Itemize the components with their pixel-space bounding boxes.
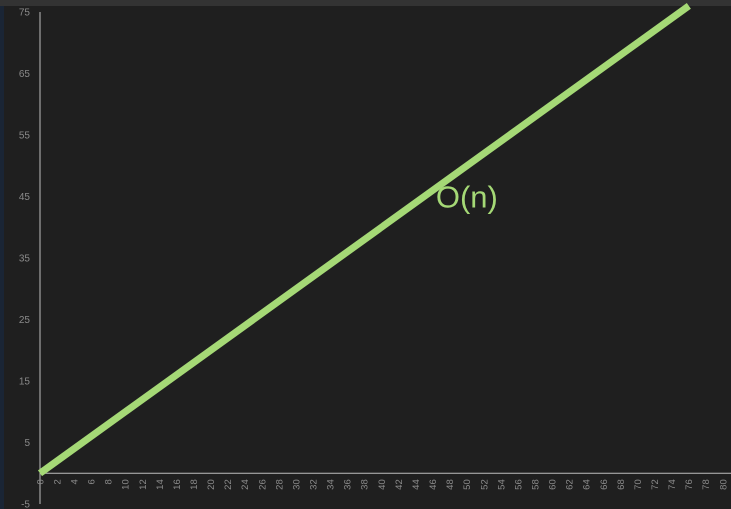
x-tick-label: 16	[172, 479, 183, 490]
x-tick-label: 20	[206, 479, 217, 490]
x-tick-label: 60	[548, 479, 559, 490]
x-tick-label: 4	[69, 479, 80, 484]
x-tick-label: 58	[531, 479, 542, 490]
x-tick-label: 62	[565, 479, 576, 490]
x-tick-label: 14	[155, 479, 166, 490]
y-axis-ticks: -5 5 15 25 35 45 55 65 75	[19, 8, 31, 509]
x-tick-label: 76	[684, 479, 695, 490]
x-tick-label: 40	[377, 479, 388, 490]
y-tick-label: -5	[21, 500, 30, 509]
x-tick-label: 34	[326, 479, 337, 490]
x-tick-label: 0	[35, 479, 46, 484]
window-left-edge	[0, 6, 4, 509]
y-tick-label: 15	[19, 377, 31, 388]
y-tick-label: 25	[19, 315, 31, 326]
chart-series	[37, 3, 691, 477]
x-tick-label: 74	[667, 479, 678, 490]
y-tick-label: 35	[19, 254, 31, 265]
x-tick-label: 22	[223, 479, 234, 490]
window-top-strip	[0, 0, 731, 6]
x-tick-label: 38	[360, 479, 371, 490]
x-tick-label: 66	[599, 479, 610, 490]
x-tick-label: 78	[701, 479, 712, 490]
x-tick-label: 18	[189, 479, 200, 490]
x-tick-label: 42	[394, 479, 405, 490]
y-tick-label: 55	[19, 131, 31, 142]
x-axis-ticks: 0 2 4 6 8 10 12 14 16 18 20 22 24 26 28 30 32 34 36 38 40 42 4…	[35, 479, 729, 490]
x-tick-label: 12	[138, 479, 149, 490]
x-tick-label: 54	[496, 479, 507, 490]
x-tick-label: 36	[343, 479, 354, 490]
series-line	[37, 3, 691, 477]
x-tick-label: 30	[291, 479, 302, 490]
x-tick-label: 50	[462, 479, 473, 490]
x-tick-label: 48	[445, 479, 456, 490]
y-tick-label: 5	[24, 438, 30, 449]
x-tick-label: 24	[240, 479, 251, 490]
x-tick-label: 52	[479, 479, 490, 490]
x-tick-label: 72	[650, 479, 661, 490]
chart-axes	[39, 12, 731, 504]
x-tick-label: 2	[52, 479, 63, 484]
x-tick-label: 44	[411, 479, 422, 490]
x-tick-label: 46	[428, 479, 439, 490]
x-tick-label: 70	[633, 479, 644, 490]
x-tick-label: 26	[257, 479, 268, 490]
x-tick-label: 6	[87, 479, 98, 484]
y-tick-label: 65	[19, 69, 31, 80]
x-tick-label: 68	[616, 479, 627, 490]
x-tick-label: 32	[309, 479, 320, 490]
x-tick-label: 28	[274, 479, 285, 490]
x-tick-label: 8	[104, 479, 115, 484]
x-tick-label: 64	[582, 479, 593, 490]
x-tick-label: 80	[718, 479, 729, 490]
y-tick-label: 45	[19, 192, 31, 203]
x-tick-label: 56	[513, 479, 524, 490]
y-tick-label: 75	[19, 8, 31, 19]
complexity-annotation: O(n)	[436, 180, 498, 215]
x-tick-label: 10	[121, 479, 132, 490]
